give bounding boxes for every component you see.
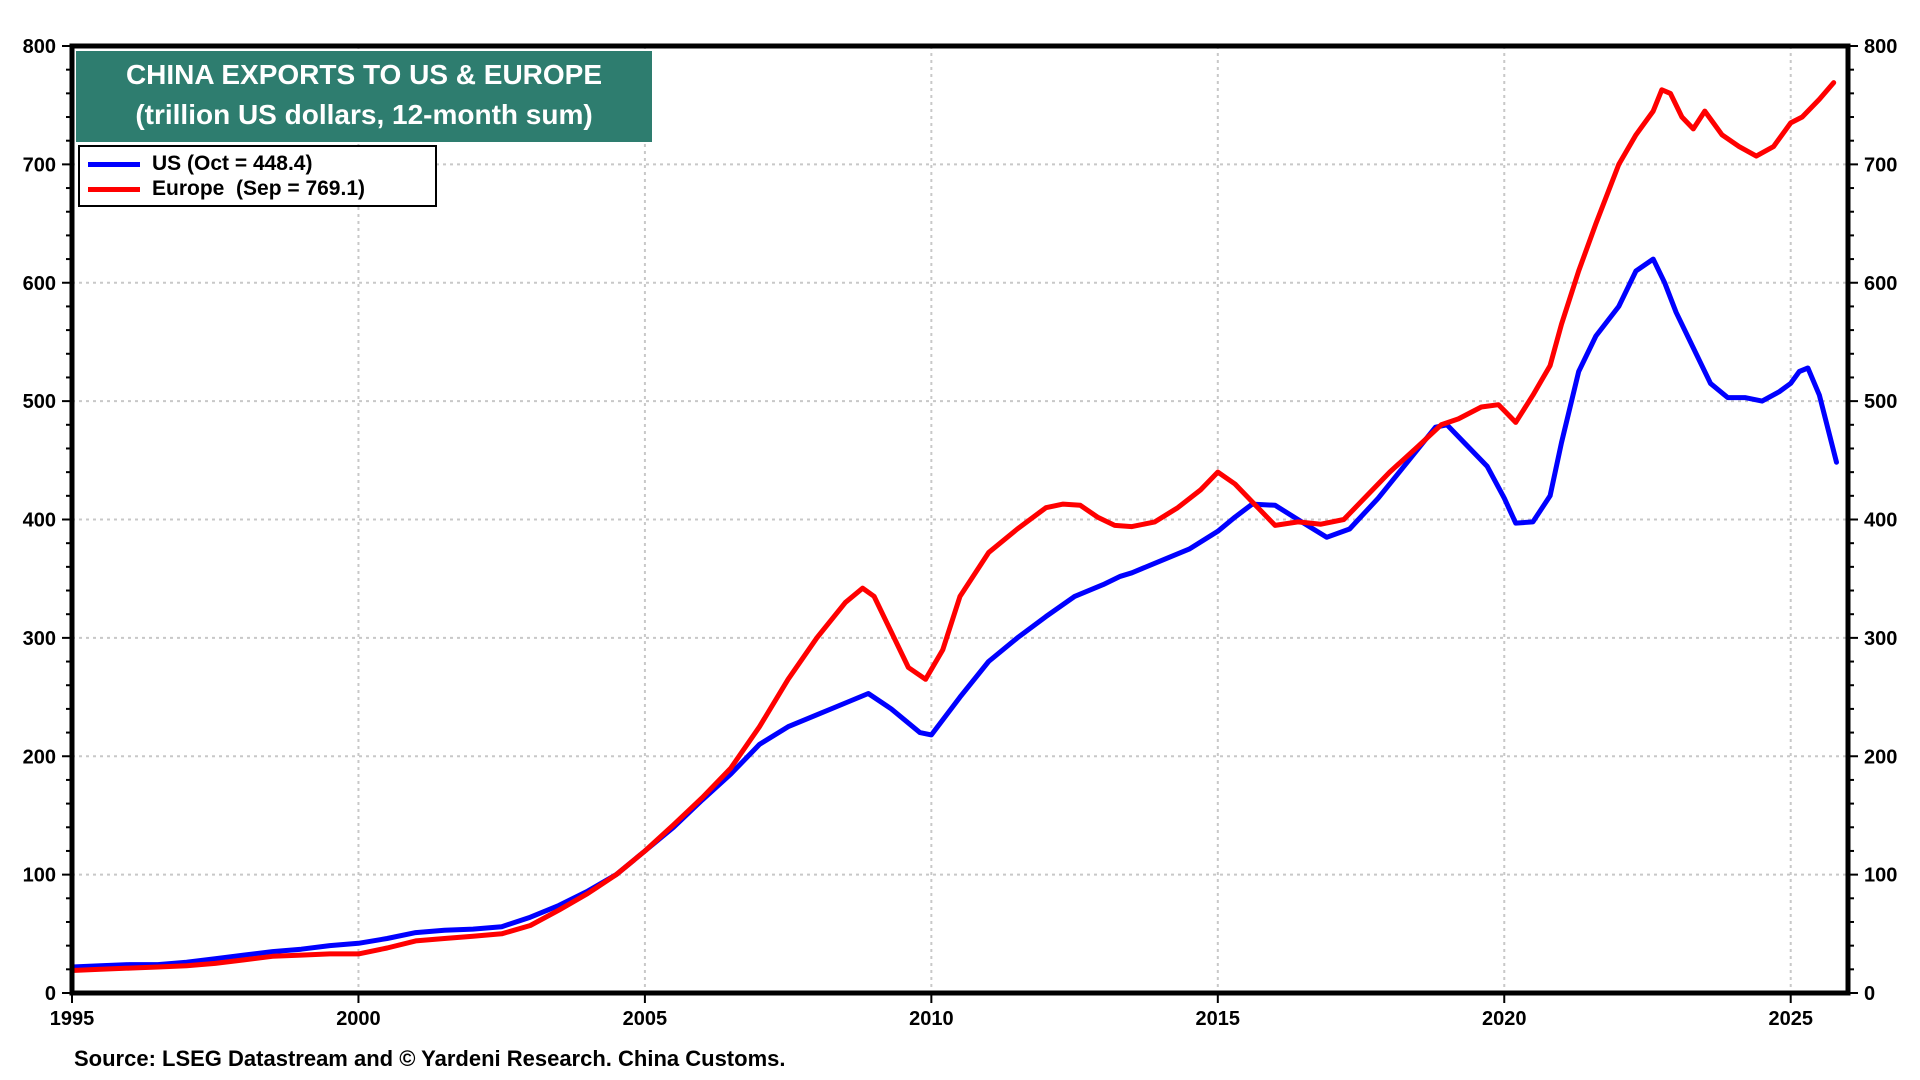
- x-axis: 1995 2000 2005 2010 2015 2020 2025: [50, 993, 1813, 1030]
- x-tick-label: 2025: [1768, 1008, 1813, 1030]
- y-tick-label-right: 800: [1864, 36, 1897, 58]
- y-tick-label-right: 400: [1864, 510, 1897, 532]
- y-axis-left: 0 100 200 300 400 500 600 700 800: [23, 36, 72, 1005]
- legend-label-europe: Europe (Sep = 769.1): [152, 177, 365, 200]
- y-tick-label-left: 300: [23, 628, 56, 650]
- chart-title-box: CHINA EXPORTS TO US & EUROPE (trillion U…: [76, 51, 652, 142]
- y-tick-label-left: 0: [45, 983, 56, 1005]
- y-tick-label-right: 0: [1864, 983, 1875, 1005]
- x-tick-label: 2005: [623, 1008, 668, 1030]
- x-tick-label: 2010: [909, 1008, 954, 1030]
- y-tick-label-left: 600: [23, 273, 56, 295]
- y-tick-label-right: 200: [1864, 746, 1897, 768]
- y-tick-label-right: 600: [1864, 273, 1897, 295]
- series-line-us: [69, 256, 1839, 970]
- series-line-europe: [69, 80, 1837, 973]
- y-tick-label-left: 100: [23, 865, 56, 887]
- legend-swatch-us: [88, 161, 140, 167]
- source-note: Source: LSEG Datastream and © Yardeni Re…: [74, 1046, 786, 1071]
- x-tick-label: 2015: [1196, 1008, 1241, 1030]
- chart-title: CHINA EXPORTS TO US & EUROPE: [125, 59, 603, 90]
- legend-item-us: US (Oct = 448.4): [88, 151, 312, 177]
- y-tick-label-left: 200: [23, 746, 56, 768]
- series-group: [69, 80, 1839, 973]
- y-tick-label-left: 800: [23, 36, 56, 58]
- legend-label-us: US (Oct = 448.4): [152, 152, 313, 175]
- legend-swatch-europe: [88, 186, 140, 192]
- y-tick-label-right: 100: [1864, 865, 1897, 887]
- legend: US (Oct = 448.4) Europe (Sep = 769.1): [78, 145, 437, 207]
- y-tick-label-left: 400: [23, 510, 56, 532]
- y-tick-label-right: 700: [1864, 154, 1897, 176]
- y-tick-label-right: 500: [1864, 391, 1897, 413]
- y-axis-right: 0 100 200 300 400 500 600 700 800: [1848, 36, 1897, 1005]
- y-tick-label-right: 300: [1864, 628, 1897, 650]
- y-tick-label-left: 700: [23, 154, 56, 176]
- x-tick-label: 2000: [336, 1008, 381, 1030]
- chart-subtitle: (trillion US dollars, 12-month sum): [135, 99, 593, 130]
- y-tick-label-left: 500: [23, 391, 56, 413]
- x-tick-label: 2020: [1482, 1008, 1527, 1030]
- legend-item-europe: Europe (Sep = 769.1): [88, 176, 365, 202]
- x-tick-label: 1995: [50, 1008, 95, 1030]
